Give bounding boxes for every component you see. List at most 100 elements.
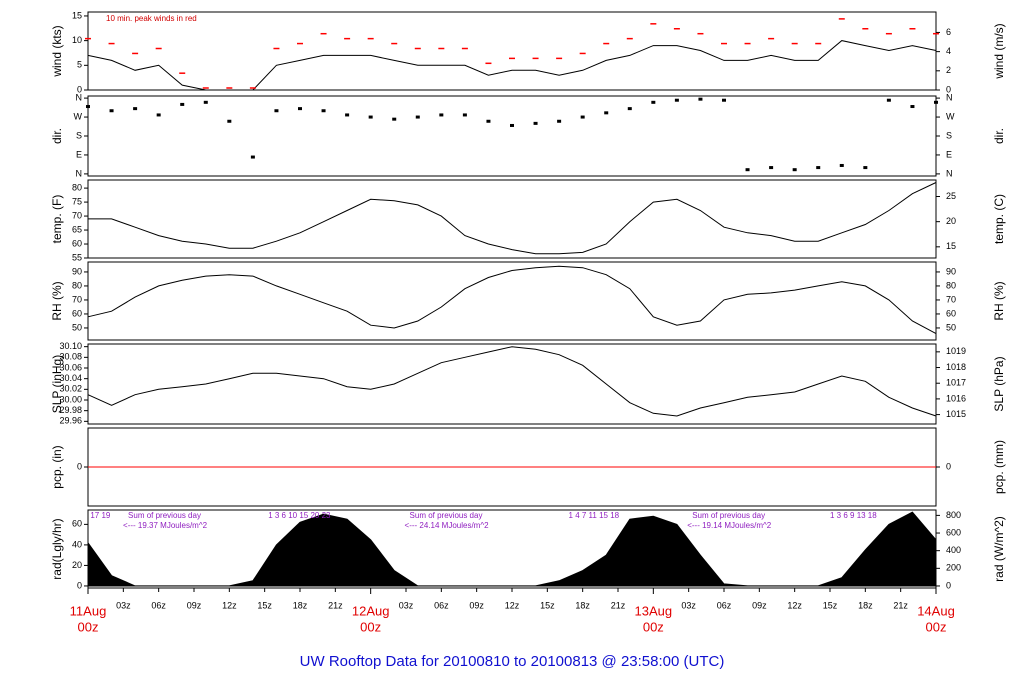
point xyxy=(698,97,703,101)
line xyxy=(87,265,937,335)
date-label: 12Aug xyxy=(352,603,390,618)
y-tick-label: 30.06 xyxy=(59,362,82,372)
sun-hours: 17 19 xyxy=(90,511,111,520)
x-tick-label: 15z xyxy=(540,600,555,610)
line xyxy=(87,40,937,91)
y-tick-label: 30.08 xyxy=(59,352,82,362)
point xyxy=(580,115,585,119)
point xyxy=(392,117,397,121)
y2-tick-label: E xyxy=(946,149,952,159)
y-tick-label: 55 xyxy=(72,252,82,262)
point xyxy=(651,100,656,104)
x-tick-label: 12z xyxy=(505,600,520,610)
point xyxy=(133,107,138,111)
y2-tick-label: 1018 xyxy=(946,362,966,372)
y2-tick-label: 800 xyxy=(946,510,961,520)
y-tick-label: 0 xyxy=(77,580,82,590)
y2-tick-label: 1016 xyxy=(946,393,966,403)
y2-axis-label: wind (m/s) xyxy=(992,23,1006,79)
y-tick-label: 30.10 xyxy=(59,341,82,351)
date-label: 11Aug xyxy=(70,603,107,618)
x-tick-label: 18z xyxy=(858,600,873,610)
y-axis-label: pcp. (in) xyxy=(50,445,64,488)
chart-title: UW Rooftop Data for 20100810 to 20100813… xyxy=(300,653,725,670)
y-axis-label: SLP (inHg) xyxy=(50,355,64,413)
point xyxy=(910,105,915,109)
y2-tick-label: 20 xyxy=(946,216,956,226)
point xyxy=(462,113,467,117)
point xyxy=(934,100,938,104)
sun-hours: 1 3 6 9 13 18 xyxy=(830,511,877,520)
y-tick-label: 30.02 xyxy=(59,384,82,394)
y2-tick-label: N xyxy=(946,168,953,178)
y-tick-label: 70 xyxy=(72,294,82,304)
y2-tick-label: 0 xyxy=(946,461,951,471)
point xyxy=(557,119,562,123)
y-tick-label: 65 xyxy=(72,224,82,234)
point xyxy=(674,98,679,102)
y-tick-label: 15 xyxy=(72,10,82,20)
y-tick-label: 0 xyxy=(77,461,82,471)
y2-tick-label: 0 xyxy=(946,84,951,94)
y-tick-label: 10 xyxy=(72,35,82,45)
y2-tick-label: 400 xyxy=(946,545,961,555)
point xyxy=(486,119,491,123)
y2-tick-label: 1017 xyxy=(946,378,966,388)
y-tick-label: E xyxy=(76,149,82,159)
panel-frame xyxy=(87,179,937,259)
panel-frame xyxy=(87,95,937,177)
x-tick-label: 06z xyxy=(434,600,449,610)
point xyxy=(816,166,821,170)
point xyxy=(180,102,185,106)
y2-tick-label: 0 xyxy=(946,580,951,590)
x-tick-label: 21z xyxy=(893,600,908,610)
date-hour: 00z xyxy=(360,619,381,634)
y2-tick-label: S xyxy=(946,130,952,140)
y-tick-label: 60 xyxy=(72,519,82,529)
y-tick-label: W xyxy=(74,111,83,121)
date-hour: 00z xyxy=(78,619,99,634)
point xyxy=(533,121,538,125)
point xyxy=(627,107,632,111)
y-tick-label: 60 xyxy=(72,238,82,248)
date-hour: 00z xyxy=(926,619,947,634)
y2-tick-label: 60 xyxy=(946,308,956,318)
point xyxy=(86,105,90,109)
point xyxy=(345,113,350,117)
x-tick-label: 18z xyxy=(293,600,308,610)
panel-frame xyxy=(87,11,937,91)
y-axis-label: temp. (F) xyxy=(50,195,64,244)
point xyxy=(203,100,208,104)
x-tick-label: 18z xyxy=(575,600,590,610)
point xyxy=(298,107,302,111)
panel-frame xyxy=(87,509,937,589)
point xyxy=(604,111,609,115)
y2-tick-label: 1019 xyxy=(946,346,966,356)
x-tick-label: 06z xyxy=(151,600,166,610)
y-tick-label: 70 xyxy=(72,210,82,220)
x-tick-label: 09z xyxy=(469,600,484,610)
point xyxy=(156,113,161,117)
x-tick-label: 15z xyxy=(257,600,272,610)
y-tick-label: N xyxy=(76,92,83,102)
day-note: Sum of previous day xyxy=(128,511,201,520)
y-tick-label: 29.98 xyxy=(59,405,82,415)
y-tick-label: 30.00 xyxy=(59,394,82,404)
x-tick-label: 15z xyxy=(823,600,838,610)
point xyxy=(227,119,232,123)
line xyxy=(88,182,937,255)
x-tick-label: 12z xyxy=(222,600,237,610)
point xyxy=(510,123,514,127)
y-tick-label: 5 xyxy=(77,60,82,70)
sun-hours: 1 3 6 10 15 20 23 xyxy=(268,511,331,520)
point xyxy=(274,109,279,113)
y-tick-label: 80 xyxy=(72,182,82,192)
line xyxy=(87,346,937,417)
y-tick-label: S xyxy=(76,130,82,140)
x-tick-label: 09z xyxy=(187,600,202,610)
day-total: <--- 19.14 MJoules/m^2 xyxy=(687,521,772,530)
y-tick-label: 20 xyxy=(72,560,82,570)
x-tick-label: 06z xyxy=(717,600,732,610)
point xyxy=(792,168,797,172)
point xyxy=(769,166,774,170)
